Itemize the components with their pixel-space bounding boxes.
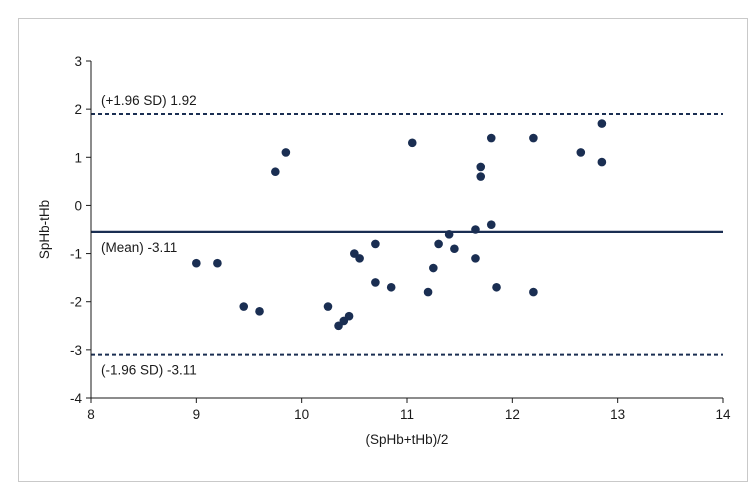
x-tick-label: 10	[294, 407, 309, 422]
data-point	[213, 258, 222, 268]
x-axis-label: (SpHb+tHb)/2	[366, 432, 449, 447]
y-tick-label: -1	[70, 247, 82, 262]
data-point	[450, 244, 459, 254]
x-tick-label: 12	[505, 407, 520, 422]
data-point	[444, 230, 454, 239]
y-ticks: 3 2 1 0 -1 -2 -3 -4	[70, 54, 91, 406]
x-tick-label: 11	[400, 407, 414, 422]
y-tick-label: -4	[70, 391, 82, 406]
y-tick-label: -2	[70, 295, 82, 310]
data-point	[529, 287, 538, 297]
data-point	[476, 162, 486, 172]
reference-line-label: (Mean) -3.11	[101, 240, 177, 255]
reference-lines	[91, 112, 723, 356]
data-point	[597, 157, 607, 167]
data-point	[407, 138, 417, 148]
data-point	[486, 220, 496, 229]
data-point	[471, 254, 480, 263]
x-tick-label: 14	[715, 407, 731, 422]
data-point	[423, 287, 433, 297]
data-point	[271, 167, 280, 177]
x-tick-label: 9	[193, 407, 201, 422]
data-point	[281, 148, 291, 157]
x-tick-label: 8	[87, 407, 95, 422]
data-point	[434, 239, 443, 249]
data-point	[371, 239, 380, 249]
data-point	[371, 278, 380, 287]
data-points	[192, 119, 607, 331]
reference-line-label: (+1.96 SD) 1.92	[101, 93, 197, 108]
data-point	[429, 263, 438, 273]
reference-line-label: (-1.96 SD) -3.11	[101, 363, 197, 378]
data-point	[344, 311, 354, 321]
y-tick-label: 1	[74, 150, 82, 165]
data-point	[492, 282, 501, 292]
axes	[90, 61, 723, 399]
chart-frame: 3 2 1 0 -1 -2 -3 -4 8 9 10 11 12 13 14 (+1.96 SD) 1.9…	[18, 18, 748, 482]
data-point	[486, 133, 496, 143]
data-point	[192, 258, 201, 268]
data-point	[239, 302, 249, 311]
data-point	[355, 254, 364, 263]
data-point	[597, 119, 607, 128]
y-tick-label: 3	[74, 54, 82, 69]
data-point	[323, 302, 333, 311]
x-tick-label: 13	[610, 407, 625, 422]
x-ticks: 8 9 10 11 12 13 14	[87, 398, 731, 422]
data-point	[476, 172, 486, 181]
y-tick-label: 0	[74, 198, 82, 213]
data-point	[255, 307, 264, 316]
data-point	[386, 282, 396, 292]
data-point	[471, 225, 480, 234]
y-axis-label: SpHb-tHb	[37, 200, 52, 259]
y-tick-label: -3	[70, 343, 82, 358]
data-point	[576, 148, 586, 157]
y-tick-label: 2	[74, 102, 82, 117]
data-point	[529, 133, 538, 143]
reference-labels: (+1.96 SD) 1.92 (Mean) -3.11 (-1.96 SD) -3…	[101, 93, 197, 378]
